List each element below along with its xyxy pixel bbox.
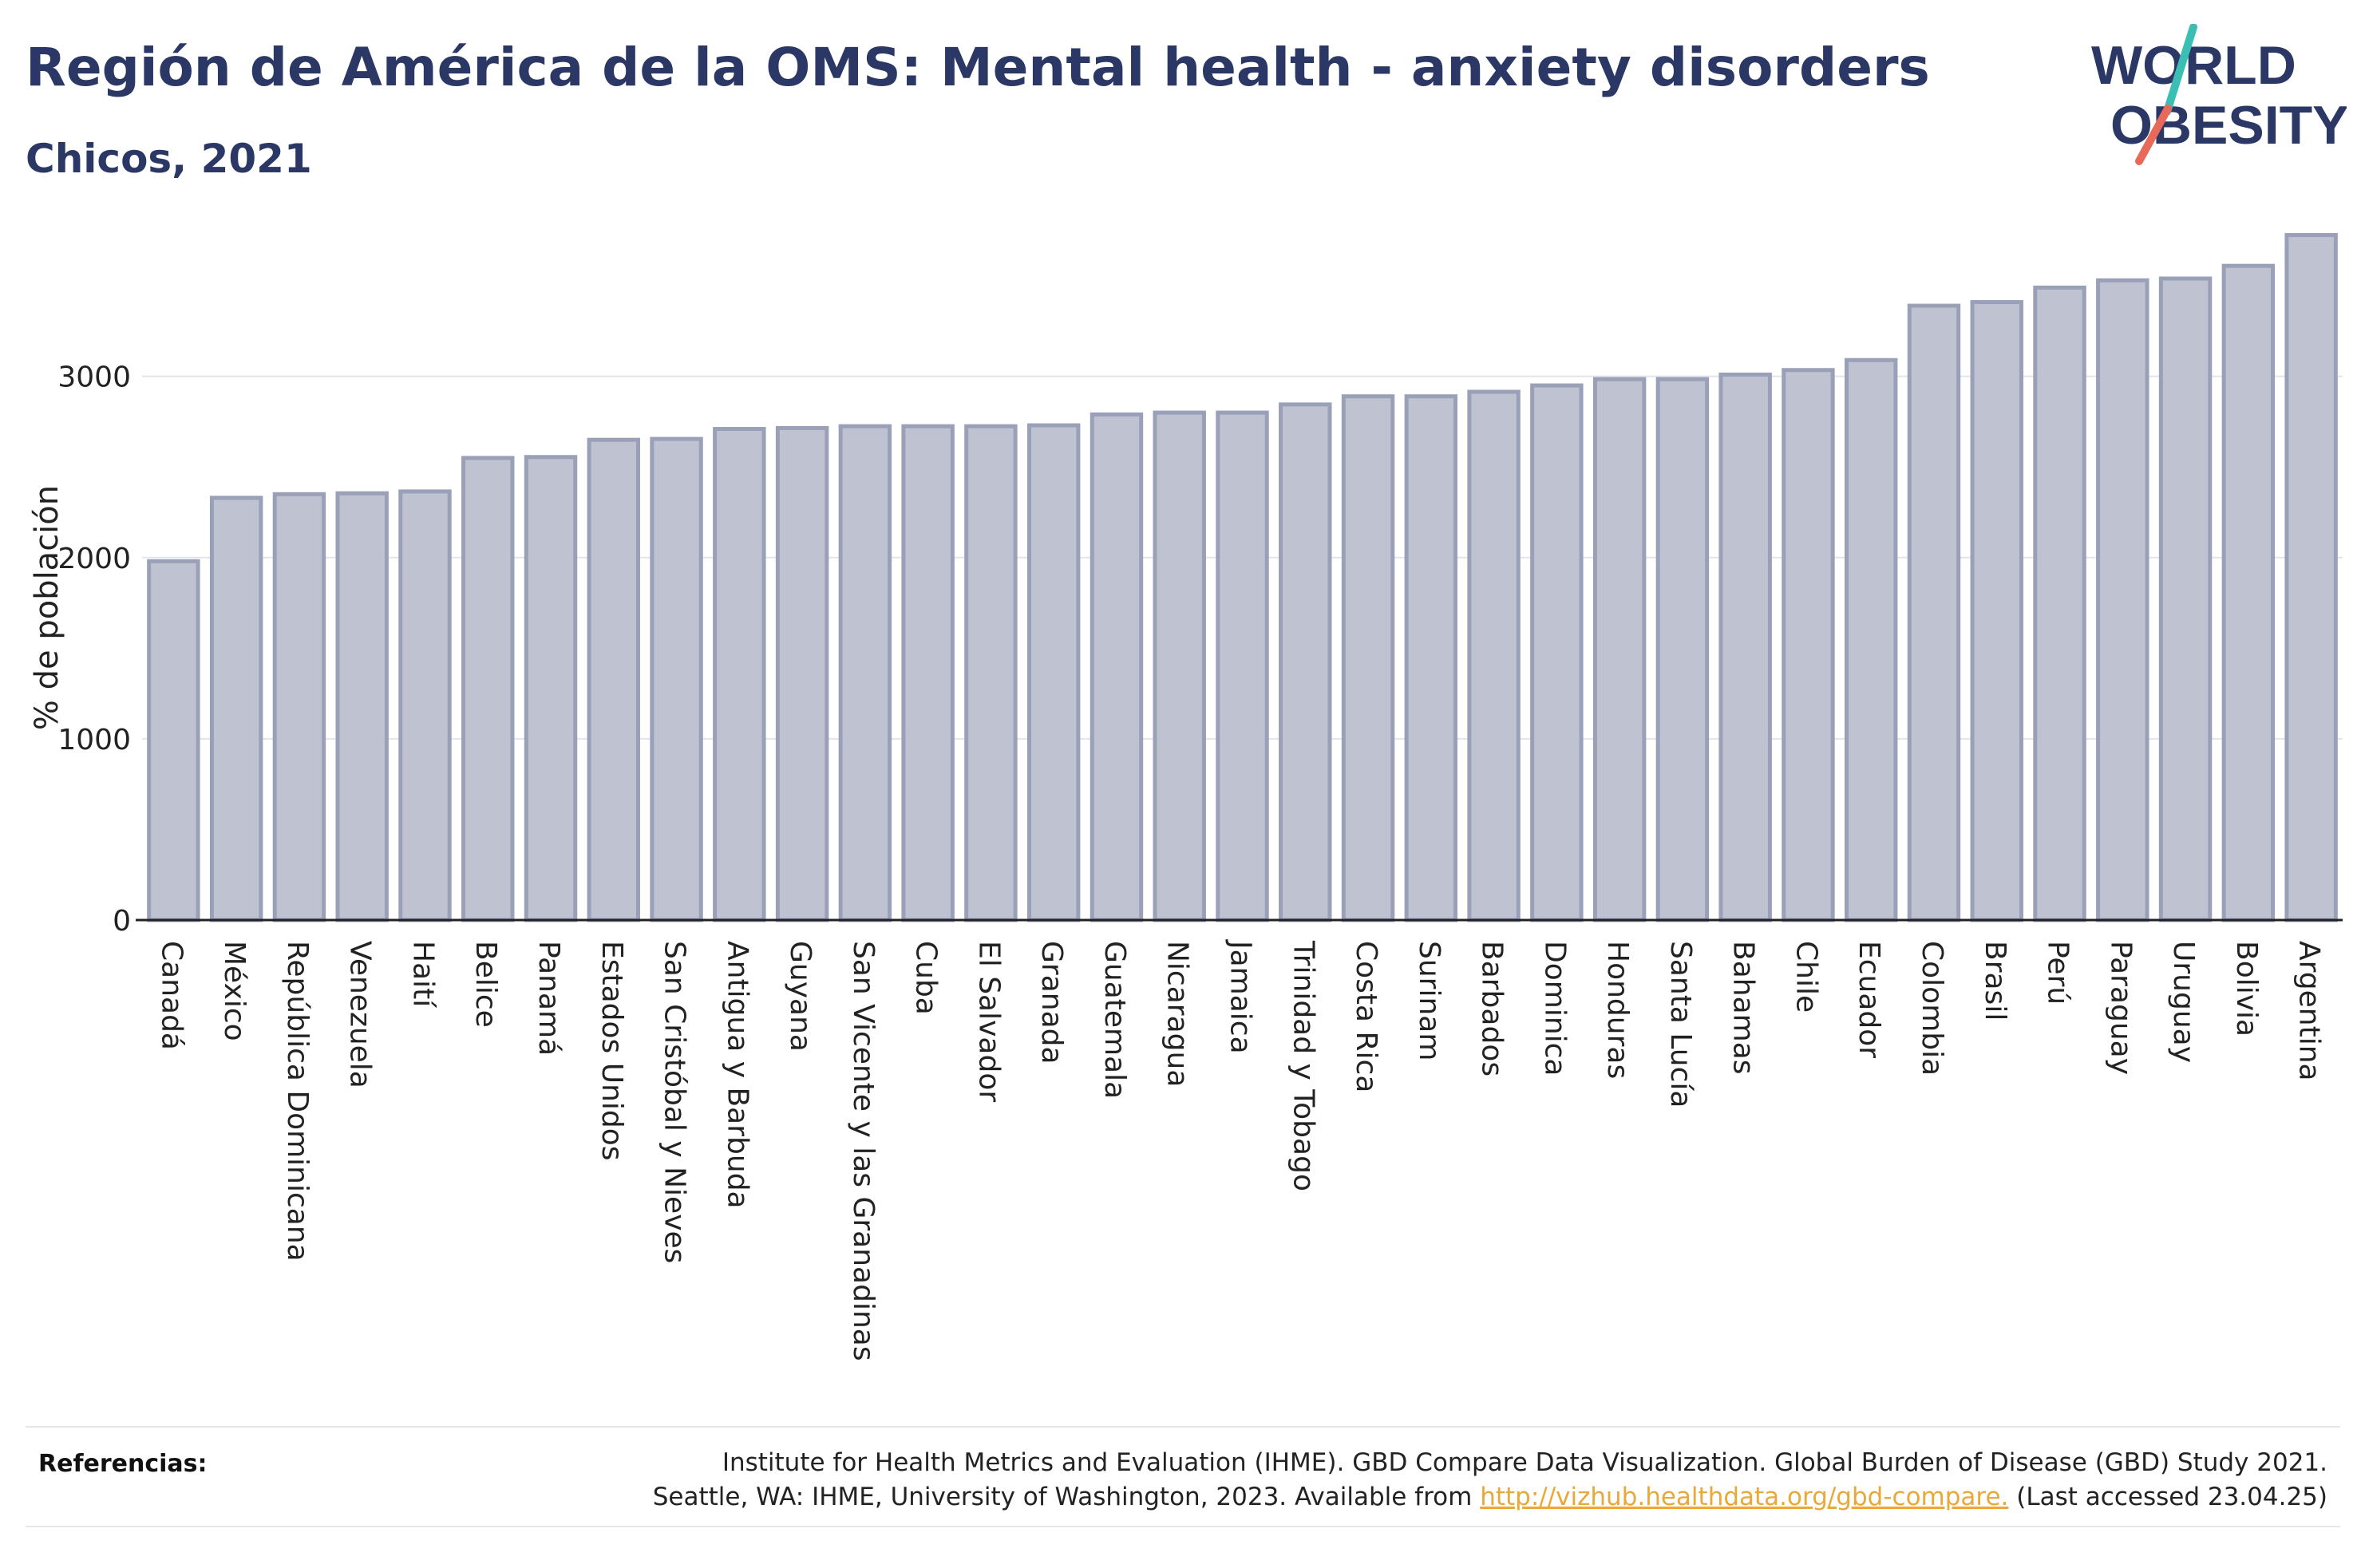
bar-6: [524, 455, 578, 922]
bar-26: [1782, 368, 1835, 922]
x-tick-label-33: Bolivia: [2230, 941, 2263, 1037]
bar-13: [964, 424, 1018, 922]
y-tick-label-2: 2000: [57, 543, 131, 575]
reference-link[interactable]: http://vizhub.healthdata.org/gbd-compare…: [1480, 1483, 2009, 1511]
x-tick-label-8: San Cristóbal y Nieves: [658, 941, 691, 1263]
x-tick-label-7: Estados Unidos: [595, 941, 628, 1161]
x-tick-label-24: Santa Lucía: [1664, 941, 1697, 1108]
x-tick-label-1: México: [218, 941, 251, 1041]
bar-10: [775, 425, 829, 922]
bar-25: [1718, 372, 1772, 922]
x-tick-label-15: Guatemala: [1098, 941, 1131, 1099]
x-tick-label-28: Colombia: [1916, 941, 1948, 1076]
x-tick-label-32: Uruguay: [2167, 941, 2200, 1063]
x-tick-label-9: Antigua y Barbuda: [721, 941, 753, 1209]
bar-19: [1341, 394, 1395, 922]
bar-8: [650, 436, 703, 922]
bar-29: [1970, 300, 2023, 922]
bar-18: [1279, 402, 1332, 922]
x-tick-label-11: San Vicente y las Granadinas: [847, 941, 880, 1361]
bar-3: [335, 491, 389, 922]
bar-30: [2033, 285, 2086, 922]
bar-22: [1530, 383, 1584, 922]
x-tick-label-20: Surinam: [1413, 941, 1445, 1060]
x-tick-label-12: Cuba: [910, 941, 943, 1015]
logo-line1: WORLD: [2091, 35, 2296, 96]
footer-divider-top: [26, 1426, 2340, 1428]
x-tick-label-29: Brasil: [1979, 941, 2011, 1021]
bar-27: [1844, 357, 1898, 922]
y-axis-label: % de población: [29, 485, 65, 730]
bar-chart: 0 1000 2000 3000 % de población Canadá México R…: [29, 233, 2343, 1361]
x-tick-label-30: Perú: [2042, 941, 2074, 1005]
x-tick-label-0: Canadá: [155, 941, 188, 1050]
references-label: Referencias:: [38, 1450, 208, 1478]
x-tick-label-6: Panamá: [532, 941, 565, 1056]
x-tick-label-26: Chile: [1790, 941, 1822, 1013]
x-tick-label-4: Haití: [406, 941, 439, 1008]
logo-slash-teal-icon: [2163, 24, 2197, 116]
bar-32: [2158, 276, 2213, 922]
bar-31: [2096, 278, 2149, 922]
bar-34: [2284, 233, 2338, 922]
bar-16: [1153, 410, 1206, 922]
bar-7: [587, 437, 641, 922]
bar-24: [1655, 377, 1710, 922]
x-tick-label-19: Costa Rica: [1350, 941, 1382, 1092]
bar-21: [1467, 389, 1521, 922]
x-tick-label-3: Venezuela: [344, 941, 377, 1088]
x-tick-label-17: Jamaica: [1224, 939, 1257, 1054]
page-subtitle: Chicos, 2021: [26, 136, 312, 182]
x-tick-label-21: Barbados: [1476, 941, 1509, 1076]
y-tick-label-0: 0: [113, 905, 131, 938]
reference-line-2-end: (Last accessed 23.04.25): [2008, 1483, 2327, 1511]
bar-28: [1907, 303, 1961, 922]
x-tick-label-16: Nicaragua: [1161, 941, 1194, 1087]
x-tick-label-27: Ecuador: [1853, 941, 1885, 1058]
y-tick-label-1: 1000: [57, 724, 131, 756]
reference-line-1: Institute for Health Metrics and Evaluat…: [722, 1448, 2327, 1477]
bar-11: [838, 424, 892, 922]
x-tick-label-23: Honduras: [1601, 941, 1634, 1079]
bar-1: [209, 496, 263, 922]
world-obesity-logo: WORLD OBESITY: [2091, 24, 2347, 165]
reference-line-2-start: Seattle, WA: IHME, University of Washing…: [652, 1483, 1481, 1511]
bar-23: [1592, 377, 1647, 922]
bar-15: [1090, 412, 1144, 922]
x-tick-label-14: Granada: [1035, 941, 1068, 1064]
footer-divider-bottom: [26, 1526, 2340, 1527]
logo-slash-red-icon: [2135, 105, 2172, 165]
bar-33: [2221, 263, 2276, 922]
x-tick-label-34: Argentina: [2293, 941, 2326, 1081]
x-tick-label-10: Guyana: [784, 941, 817, 1052]
x-tick-label-2: República Dominicana: [281, 941, 314, 1262]
x-tick-label-5: Belice: [469, 941, 502, 1028]
bar-5: [461, 456, 515, 922]
bar-9: [713, 427, 766, 922]
y-tick-label-3: 3000: [57, 361, 131, 394]
bar-14: [1026, 423, 1081, 922]
references-text: Institute for Health Metrics and Evaluat…: [653, 1446, 2327, 1515]
bar-0: [147, 559, 200, 922]
x-tick-label-18: Trinidad y Tobago: [1287, 940, 1319, 1191]
page-title: Región de América de la OMS: Mental heal…: [26, 37, 1930, 98]
bar-4: [398, 489, 452, 922]
bar-17: [1216, 410, 1269, 922]
x-tick-label-22: Dominica: [1538, 941, 1571, 1076]
bar-12: [901, 424, 955, 922]
bar-2: [272, 492, 326, 922]
bar-20: [1404, 394, 1458, 922]
x-tick-label-13: El Salvador: [972, 941, 1005, 1102]
x-tick-label-25: Bahamas: [1727, 941, 1760, 1075]
x-tick-label-31: Paraguay: [2104, 941, 2137, 1075]
reference-line-2: Seattle, WA: IHME, University of Washing…: [653, 1480, 2327, 1515]
